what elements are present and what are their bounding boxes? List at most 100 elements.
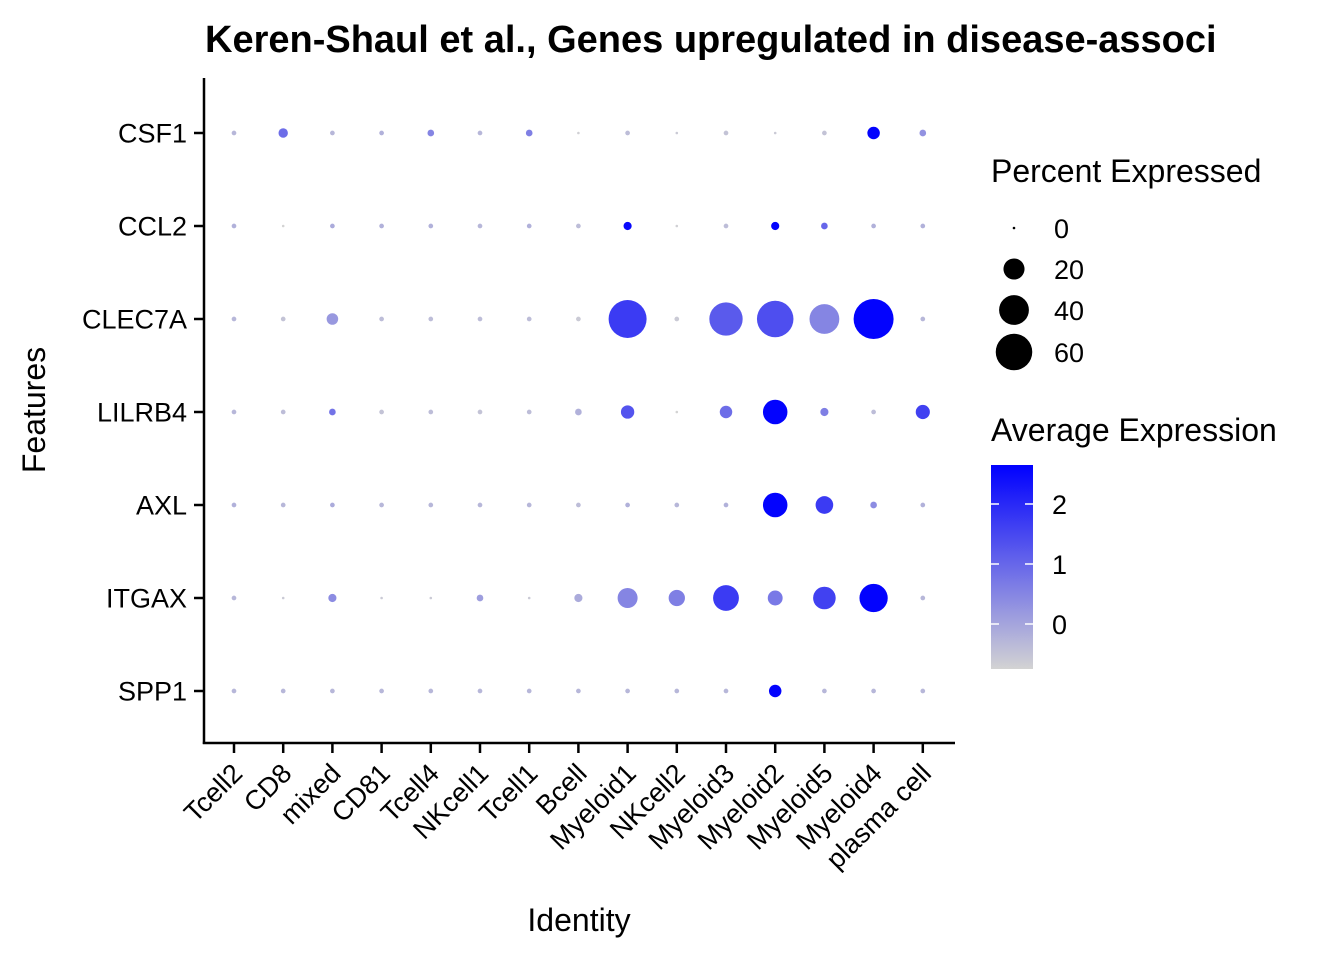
dot-SPP1-Tcell4: [428, 688, 434, 694]
dot-CSF1-plasma-cell: [919, 129, 927, 137]
dot-SPP1-NKcell1: [477, 688, 483, 694]
dot-ITGAX-mixed: [328, 593, 337, 603]
y-tick-label: LILRB4: [97, 398, 187, 428]
dot-CCL2-Myeloid2: [771, 221, 780, 231]
dot-AXL-CD8: [280, 502, 286, 508]
dot-LILRB4-Myeloid1: [620, 405, 635, 419]
dot-CSF1-Bcell: [577, 131, 580, 135]
y-tick-label: AXL: [136, 491, 187, 521]
dot-AXL-NKcell1: [477, 502, 483, 508]
dot-AXL-Tcell1: [526, 502, 532, 508]
dot-CSF1-CD8: [278, 128, 288, 138]
dot-SPP1-CD81: [379, 688, 384, 694]
dot-CCL2-Tcell2: [231, 223, 237, 229]
y-tick-label: CSF1: [118, 119, 187, 149]
size-legend-title: Percent Expressed: [991, 153, 1261, 189]
size-legend-label: 60: [1054, 338, 1084, 368]
dot-SPP1-plasma-cell: [920, 688, 926, 694]
dot-CLEC7A-CD81: [379, 316, 384, 322]
y-axis-ticks: CSF1 CCL2 CLEC7A LILRB4 AXL ITGAX SPP1: [82, 119, 204, 707]
dot-CLEC7A-NKcell1: [477, 316, 483, 322]
dot-CLEC7A-Myeloid3: [709, 302, 743, 336]
dot-CLEC7A-Tcell2: [231, 316, 237, 322]
dot-SPP1-Bcell: [576, 688, 581, 694]
dot-CCL2-mixed: [330, 223, 335, 229]
dot-SPP1-Tcell1: [526, 688, 532, 694]
dot-CLEC7A-mixed: [326, 313, 339, 325]
dot-AXL-Tcell2: [231, 502, 237, 508]
dot-CCL2-Tcell1: [526, 223, 532, 229]
dot-LILRB4-plasma-cell: [915, 404, 930, 420]
dot-LILRB4-Myeloid2: [762, 399, 788, 425]
dot-LILRB4-Myeloid3: [719, 405, 733, 419]
dot-CSF1-Tcell4: [427, 129, 435, 137]
x-axis-ticks: Tcell2CD8mixedCD81Tcell4NKcell1Tcell1Bce…: [178, 743, 937, 875]
x-tick-label: Tcell1: [473, 758, 543, 828]
dot-CSF1-NKcell2: [675, 131, 679, 135]
dot-CCL2-Myeloid1: [623, 221, 632, 231]
dot-ITGAX-Tcell1: [527, 596, 531, 600]
dot-CLEC7A-NKcell2: [674, 316, 680, 322]
dot-SPP1-Myeloid1: [625, 688, 630, 694]
dot-AXL-mixed: [330, 502, 335, 508]
dot-LILRB4-CD8: [280, 409, 286, 415]
dot-CCL2-NKcell1: [477, 223, 483, 229]
dot-CCL2-Myeloid4: [871, 223, 876, 229]
x-tick-label: Tcell2: [178, 758, 248, 828]
chart-title: Keren-Shaul et al., Genes upregulated in…: [205, 19, 1217, 61]
dot-CCL2-NKcell2: [675, 224, 679, 228]
dot-LILRB4-Myeloid5: [820, 407, 829, 417]
dot-SPP1-Myeloid2: [768, 684, 782, 698]
size-legend-dot: [999, 295, 1029, 325]
dot-CCL2-Myeloid5: [821, 222, 828, 230]
dot-AXL-CD81: [379, 502, 384, 508]
plot-area: [231, 126, 930, 698]
dot-CSF1-Tcell1: [525, 129, 533, 137]
dot-CLEC7A-Tcell4: [428, 316, 434, 322]
dot-ITGAX-Myeloid1: [617, 588, 638, 608]
dot-SPP1-Myeloid4: [871, 688, 876, 694]
dot-CLEC7A-Bcell: [576, 316, 581, 322]
color-legend-label: 2: [1052, 490, 1067, 520]
dot-SPP1-NKcell2: [674, 688, 680, 694]
dot-CLEC7A-plasma-cell: [920, 316, 926, 322]
dot-CCL2-plasma-cell: [920, 223, 926, 229]
dot-CCL2-Tcell4: [428, 223, 434, 229]
dot-CLEC7A-Myeloid5: [809, 304, 840, 334]
y-tick-label: CLEC7A: [82, 305, 187, 335]
dot-AXL-Myeloid4: [870, 501, 877, 509]
dot-LILRB4-mixed: [329, 408, 336, 416]
dot-LILRB4-NKcell1: [477, 409, 483, 415]
dot-AXL-Myeloid5: [815, 496, 834, 514]
dot-ITGAX-Tcell4: [429, 596, 433, 600]
dot-ITGAX-NKcell1: [476, 594, 484, 602]
size-legend-dot: [995, 333, 1033, 371]
dot-LILRB4-NKcell2: [675, 410, 679, 414]
dot-SPP1-CD8: [280, 688, 286, 694]
dot-ITGAX-plasma-cell: [920, 595, 926, 601]
dot-LILRB4-Bcell: [575, 408, 582, 416]
dot-AXL-Myeloid1: [625, 502, 630, 508]
dot-AXL-plasma-cell: [920, 502, 926, 508]
dot-AXL-NKcell2: [674, 502, 680, 508]
size-legend-label: 20: [1054, 255, 1084, 285]
dot-SPP1-Myeloid5: [822, 688, 827, 694]
color-legend-gradient: [991, 465, 1033, 669]
size-legend-label: 0: [1054, 214, 1069, 244]
dot-AXL-Bcell: [576, 502, 581, 508]
dot-CSF1-Myeloid1: [625, 130, 630, 136]
dot-LILRB4-Myeloid4: [871, 409, 876, 415]
dot-ITGAX-Myeloid2: [767, 590, 783, 606]
dot-ITGAX-NKcell2: [668, 589, 685, 607]
dot-AXL-Myeloid2: [762, 492, 788, 518]
dot-CSF1-CD81: [379, 130, 384, 136]
dot-AXL-Tcell4: [428, 502, 434, 508]
size-legend-dot: [1003, 258, 1025, 280]
x-axis-title: Identity: [527, 902, 630, 938]
dot-CSF1-Tcell2: [231, 130, 237, 136]
dot-LILRB4-Tcell2: [231, 409, 237, 415]
dot-LILRB4-Tcell4: [428, 409, 434, 415]
dot-SPP1-Myeloid3: [723, 688, 729, 694]
